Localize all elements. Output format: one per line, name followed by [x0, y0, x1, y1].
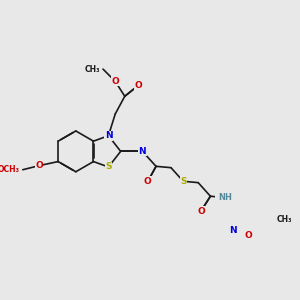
Text: O: O [144, 177, 152, 186]
Text: O: O [134, 81, 142, 90]
Text: OCH₃: OCH₃ [0, 165, 20, 174]
Text: S: S [180, 177, 187, 186]
Text: CH₃: CH₃ [85, 64, 100, 74]
Text: O: O [245, 230, 253, 239]
Text: S: S [105, 163, 112, 172]
Text: N: N [105, 131, 112, 140]
Text: CH₃: CH₃ [277, 215, 292, 224]
Text: O: O [197, 207, 205, 216]
Text: NH: NH [218, 193, 232, 202]
Text: N: N [139, 147, 146, 156]
Text: O: O [35, 161, 43, 170]
Text: N: N [230, 226, 237, 235]
Text: O: O [111, 77, 119, 86]
